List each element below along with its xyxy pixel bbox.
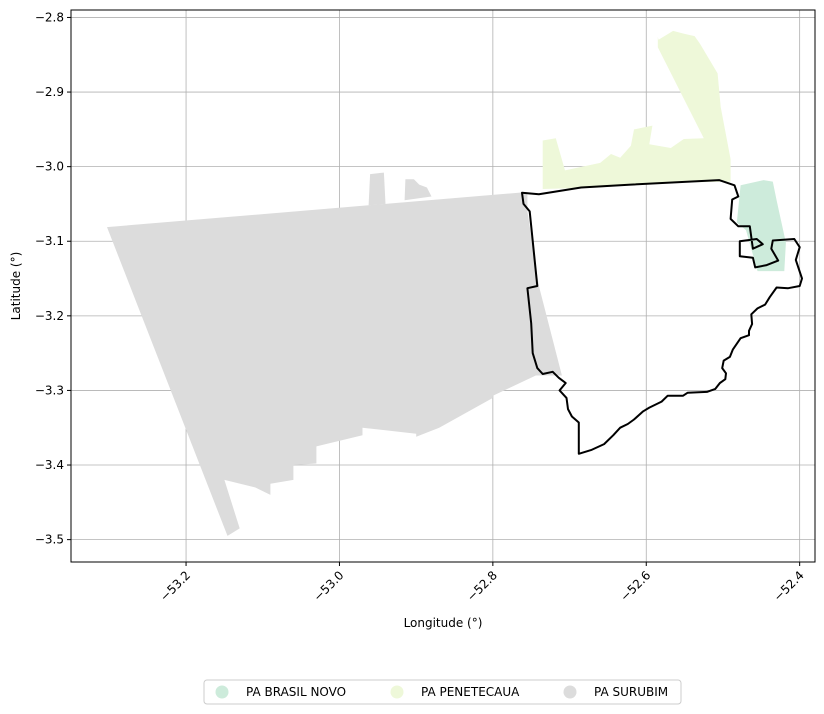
y-tick-label-5: −3.3 [35, 383, 64, 397]
region-brasil-novo [736, 180, 786, 272]
region-surubim-notch-b [404, 179, 432, 201]
legend-label-2: PA SURUBIM [594, 685, 668, 699]
legend-swatch-0 [215, 685, 229, 699]
y-tick-label-3: −3.1 [35, 234, 64, 248]
region-penetecaua [542, 30, 731, 190]
legend-swatch-2 [563, 685, 577, 699]
y-tick-label-7: −3.5 [35, 533, 64, 547]
y-tick-label-2: −3.0 [35, 160, 64, 174]
legend-label-1: PA PENETECAUA [421, 685, 520, 699]
legend-swatch-1 [390, 685, 404, 699]
y-axis-label: Latitude (°) [9, 252, 23, 321]
y-tick-label-1: −2.9 [35, 85, 64, 99]
y-tick-label-6: −3.4 [35, 458, 64, 472]
legend-label-0: PA BRASIL NOVO [246, 685, 346, 699]
region-surubim [107, 192, 562, 536]
x-axis-label: Longitude (°) [404, 616, 483, 630]
study-area-outline [521, 179, 803, 455]
legend-box [203, 679, 682, 705]
y-tick-label-0: −2.8 [35, 10, 64, 24]
region-surubim-notch-a [368, 172, 386, 206]
y-axis-ticks: −2.8 −2.9 −3.0 −3.1 −3.2 −3.3 −3.4 −3.5 [35, 10, 71, 547]
map-outline-layer [521, 179, 803, 455]
legend: PA BRASIL NOVO PA PENETECAUA PA SURUBIM [203, 679, 682, 705]
map-regions [107, 30, 786, 536]
y-tick-label-4: −3.2 [35, 309, 64, 323]
plot-frame [70, 9, 816, 563]
